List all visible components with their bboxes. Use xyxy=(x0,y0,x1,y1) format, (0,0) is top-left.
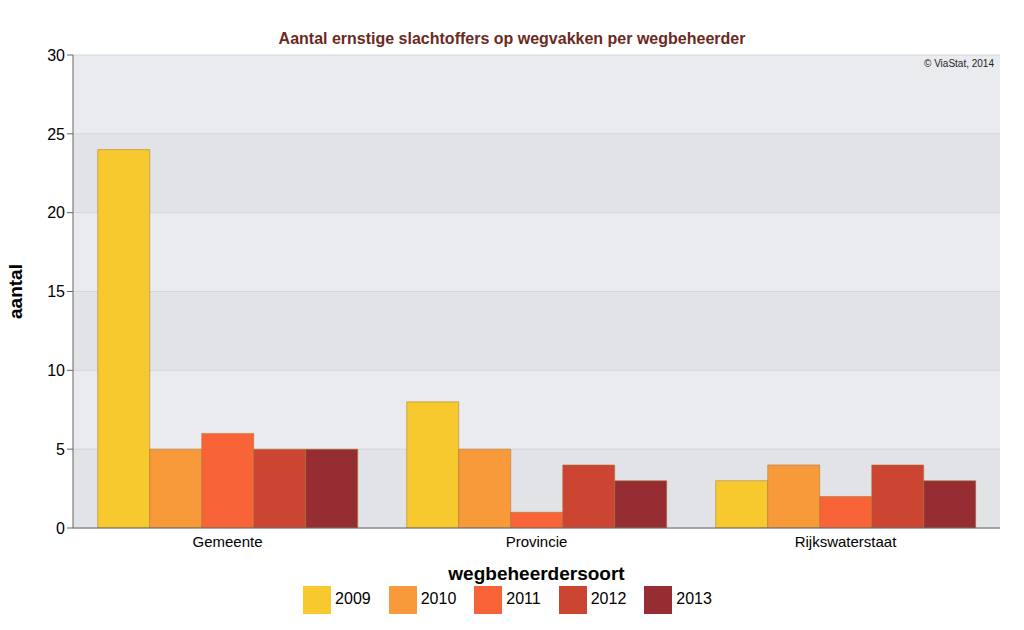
html-text:2009: 2009 xyxy=(335,590,371,608)
html-text:2011: 2011 xyxy=(506,590,541,608)
svg-text:20: 20 xyxy=(47,204,65,221)
svg-text:0: 0 xyxy=(56,520,65,537)
svg-text:Provincie: Provincie xyxy=(506,533,568,550)
html-text:2010: 2010 xyxy=(420,590,457,608)
html-text:Aantal ernstige slachtoffers o: Aantal ernstige slachtoffers op wegvakke… xyxy=(278,30,746,47)
svg-text:15: 15 xyxy=(47,283,65,300)
html-text:© ViaStat, 2014: © ViaStat, 2014 xyxy=(924,58,994,69)
svg-text:wegbeheerdersoort: wegbeheerdersoort xyxy=(447,563,625,584)
svg-text:25: 25 xyxy=(47,126,65,143)
html-text:2013: 2013 xyxy=(676,590,712,608)
svg-text:30: 30 xyxy=(47,47,65,64)
svg-text:Gemeente: Gemeente xyxy=(192,533,262,550)
html-text:2012: 2012 xyxy=(590,590,627,608)
svg-text:Rijkswaterstaat: Rijkswaterstaat xyxy=(795,533,898,550)
svg-text:aantal: aantal xyxy=(8,264,26,319)
svg-text:5: 5 xyxy=(56,441,65,458)
svg-text:10: 10 xyxy=(47,362,65,379)
